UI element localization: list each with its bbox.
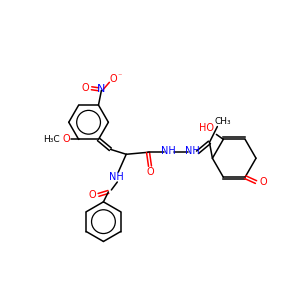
Text: NH: NH bbox=[109, 172, 124, 182]
Text: O: O bbox=[89, 190, 96, 200]
Text: ⁻: ⁻ bbox=[117, 71, 122, 80]
Text: O: O bbox=[110, 74, 117, 84]
Text: NH: NH bbox=[185, 146, 200, 156]
Text: N: N bbox=[97, 84, 106, 94]
Text: CH₃: CH₃ bbox=[214, 117, 231, 126]
Text: NH: NH bbox=[161, 146, 176, 156]
Text: HO: HO bbox=[199, 124, 214, 134]
Text: O: O bbox=[259, 177, 267, 187]
Text: O: O bbox=[63, 134, 70, 144]
Text: O: O bbox=[82, 83, 89, 93]
Text: H₃C: H₃C bbox=[44, 135, 60, 144]
Text: O: O bbox=[146, 167, 154, 177]
